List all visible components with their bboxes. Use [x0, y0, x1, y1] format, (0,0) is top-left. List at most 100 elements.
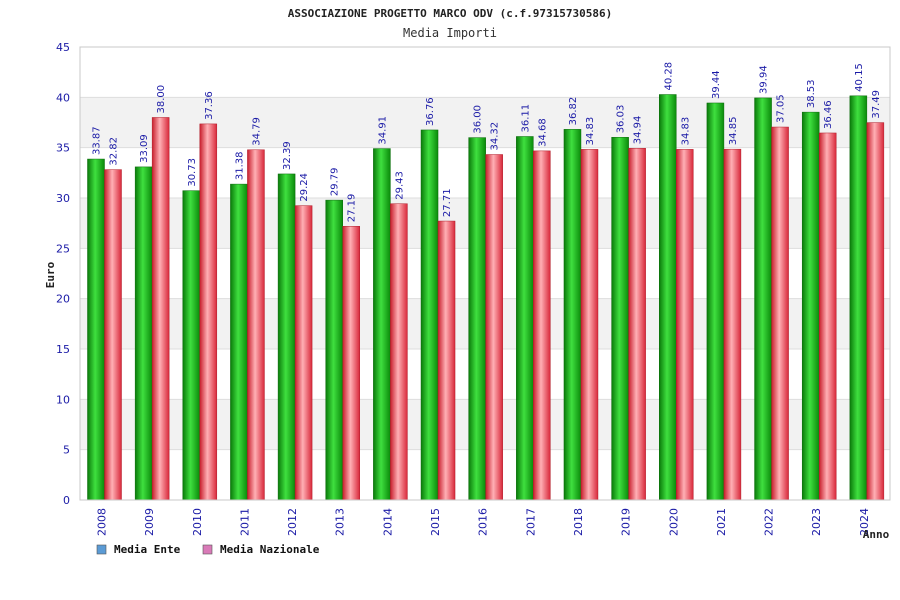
x-axis-ticks: 2008 2009 2010 2011 2012 2013 2014 2015 2016 2017… [96, 508, 871, 536]
bar-media-ente-2022 [754, 97, 772, 501]
bar-media-nazionale-2010 [199, 123, 218, 501]
data-label: 40.28 [663, 62, 674, 91]
legend-label-media-nazionale: Media Nazionale [220, 543, 320, 556]
bar-media-ente-2012 [277, 173, 296, 501]
data-label: 36.00 [473, 105, 484, 134]
bar-media-ente-2016 [468, 137, 486, 501]
bar-media-ente-2024 [849, 95, 868, 501]
y-tick-label: 15 [56, 343, 70, 356]
x-tick-label: 2011 [238, 508, 251, 536]
data-label: 33.09 [139, 134, 150, 163]
data-label: 34.32 [490, 122, 501, 151]
data-label: 36.82 [568, 97, 579, 126]
data-label: 34.83 [585, 117, 596, 146]
data-label: 34.94 [633, 116, 644, 145]
y-tick-label: 30 [56, 192, 70, 205]
y-tick-label: 40 [56, 91, 70, 104]
data-label: 36.46 [823, 100, 834, 129]
data-label: 38.00 [156, 85, 167, 114]
bar-media-ente-2021 [706, 102, 725, 501]
bar-media-nazionale-2008 [104, 169, 122, 501]
y-tick-label: 20 [56, 293, 70, 306]
legend: Media Ente Media Nazionale [96, 543, 320, 556]
bar-media-nazionale-2011 [247, 149, 265, 501]
chart-subtitle: Media Importi [403, 26, 497, 40]
bar-media-nazionale-2021 [723, 148, 742, 501]
bar-media-nazionale-2019 [628, 148, 646, 501]
data-label: 34.85 [728, 117, 739, 146]
bar-media-nazionale-2009 [151, 117, 170, 501]
bar-media-nazionale-2013 [342, 226, 360, 501]
data-label: 34.91 [377, 116, 388, 145]
x-tick-label: 2019 [620, 508, 633, 536]
data-label: 27.71 [442, 188, 453, 217]
data-label: 27.19 [347, 194, 358, 223]
data-label: 37.05 [776, 94, 787, 123]
x-tick-label: 2023 [810, 508, 823, 536]
bar-media-nazionale-2023 [818, 132, 837, 501]
data-label: 34.83 [680, 117, 691, 146]
bar-media-ente-2017 [516, 136, 534, 501]
x-tick-label: 2010 [191, 508, 204, 536]
bar-media-nazionale-2024 [866, 122, 885, 501]
x-axis-label: Anno [863, 528, 890, 541]
y-tick-label: 35 [56, 142, 70, 155]
x-tick-label: 2013 [334, 508, 347, 536]
x-tick-label: 2008 [96, 508, 109, 536]
legend-swatch-media-ente [96, 544, 107, 555]
plot-frame [79, 46, 891, 501]
bar-media-nazionale-2018 [580, 149, 599, 501]
y-tick-label: 5 [63, 444, 70, 457]
x-tick-label: 2017 [524, 508, 537, 536]
bar-media-nazionale-2012 [294, 205, 313, 501]
data-label: 29.24 [299, 173, 310, 202]
bar-media-ente-2013 [325, 199, 343, 501]
data-label: 36.76 [425, 97, 436, 126]
data-label: 30.73 [187, 158, 198, 187]
bar-media-ente-2020 [659, 94, 677, 501]
x-tick-label: 2022 [763, 508, 776, 536]
bar-media-nazionale-2014 [390, 203, 408, 501]
bar-media-nazionale-2017 [533, 150, 551, 501]
bar-media-ente-2018 [563, 129, 582, 501]
bar-media-ente-2015 [420, 129, 439, 501]
data-label: 39.94 [759, 65, 770, 94]
y-tick-label: 45 [56, 41, 70, 54]
data-label: 31.38 [234, 151, 245, 180]
y-axis-ticks: 0 5 10 15 20 25 30 35 40 45 [56, 41, 70, 507]
bar-media-ente-2019 [611, 137, 629, 501]
data-label: 32.39 [282, 141, 293, 170]
chart-title: ASSOCIAZIONE PROGETTO MARCO ODV (c.f.973… [288, 7, 613, 20]
x-tick-label: 2012 [286, 508, 299, 536]
bar-media-ente-2009 [134, 166, 153, 501]
x-tick-label: 2016 [477, 508, 490, 536]
data-label: 34.79 [251, 117, 262, 146]
y-tick-label: 10 [56, 393, 70, 406]
bar-media-ente-2023 [801, 111, 820, 501]
data-label: 33.87 [92, 126, 103, 155]
bar-media-nazionale-2022 [771, 126, 789, 501]
x-tick-label: 2021 [715, 508, 728, 536]
bar-media-ente-2014 [373, 148, 391, 501]
x-tick-label: 2020 [667, 508, 680, 536]
data-label: 37.36 [204, 91, 215, 120]
legend-label-media-ente: Media Ente [114, 543, 181, 556]
data-label: 39.44 [711, 70, 722, 99]
y-tick-label: 0 [63, 494, 70, 507]
x-tick-label: 2009 [143, 508, 156, 536]
y-tick-label: 25 [56, 242, 70, 255]
x-tick-label: 2024 [858, 508, 871, 536]
bars: 33.87 32.82 33.09 38.00 30.73 37.36 31.38 34.79… [87, 62, 885, 501]
x-tick-label: 2014 [381, 508, 394, 536]
data-label: 36.11 [520, 104, 531, 133]
x-tick-label: 2015 [429, 508, 442, 536]
y-axis-label: Euro [44, 261, 57, 288]
bar-media-ente-2011 [230, 183, 248, 501]
bar-media-nazionale-2020 [676, 149, 694, 501]
data-label: 38.53 [806, 79, 817, 108]
bar-media-ente-2010 [182, 190, 201, 501]
data-label: 40.15 [854, 63, 865, 92]
data-label: 32.82 [109, 137, 120, 166]
bar-media-ente-2008 [87, 158, 105, 501]
